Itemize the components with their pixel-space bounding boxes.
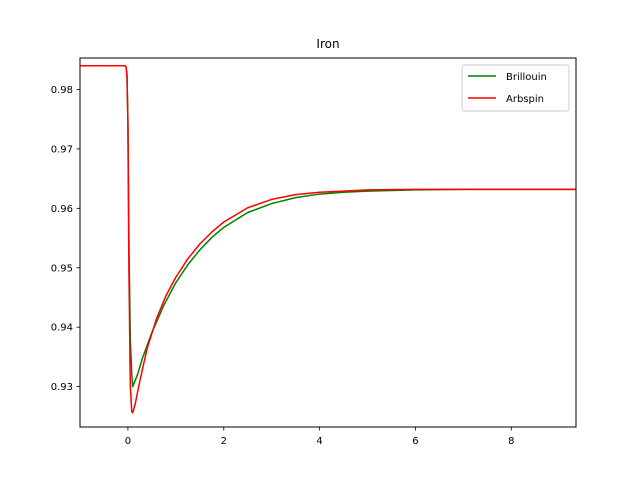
series-line-brillouin [80,64,576,388]
x-axis: 0 2 4 6 8 [125,427,514,447]
y-tick-label: 0.95 [51,263,73,274]
y-tick-label: 0.98 [51,85,73,96]
y-tick-label: 0.97 [51,144,73,155]
x-tick-label: 8 [508,436,514,447]
axes-frame [79,57,577,428]
series-line-arbspin [80,64,576,414]
y-tick-label: 0.94 [51,323,73,334]
series-layer [80,64,576,414]
legend-label-brillouin: Brillouin [506,72,547,83]
x-tick-label: 2 [221,436,227,447]
y-tick-label: 0.93 [51,382,73,393]
y-tick-label: 0.96 [51,204,73,215]
x-tick-label: 4 [316,436,322,447]
x-tick-label: 0 [125,436,131,447]
legend: Brillouin Arbspin [461,64,570,112]
legend-label-arbspin: Arbspin [506,94,544,105]
chart-title: Iron [316,37,339,51]
x-tick-label: 6 [412,436,418,447]
y-axis: 0.93 0.94 0.95 0.96 0.97 0.98 [51,85,80,393]
